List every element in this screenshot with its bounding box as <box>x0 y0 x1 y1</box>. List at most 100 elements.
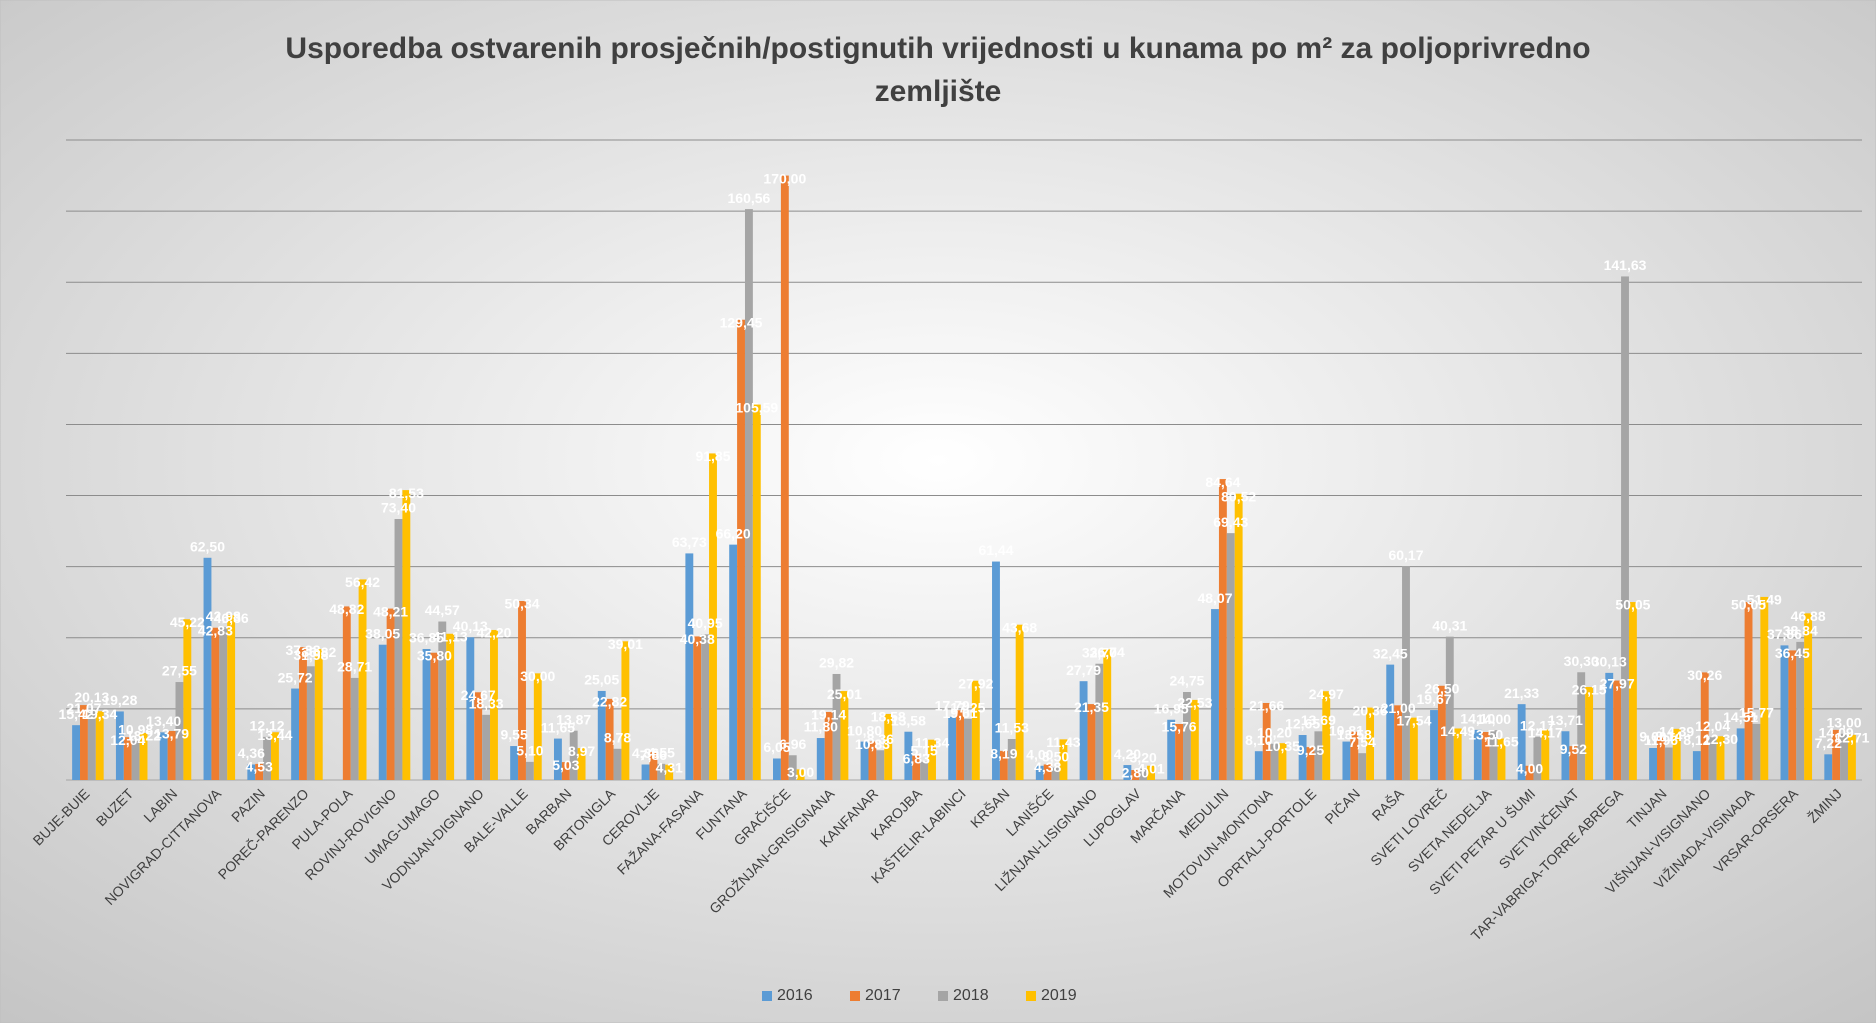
bar <box>430 652 439 780</box>
data-label: 30,00 <box>520 668 555 684</box>
bar <box>1656 737 1665 780</box>
data-label: 43,68 <box>1002 619 1037 635</box>
bar <box>1700 672 1709 780</box>
data-label: 4,00 <box>1026 746 1053 762</box>
bar <box>203 557 212 780</box>
bar <box>912 755 921 780</box>
data-label: 9,14 <box>1655 728 1682 744</box>
data-label: 5,03 <box>552 757 579 773</box>
bar <box>1796 641 1805 780</box>
bar <box>386 608 395 780</box>
bar <box>1585 687 1594 780</box>
data-label: 11,65 <box>541 719 575 735</box>
data-label: 3,00 <box>787 764 814 780</box>
data-label: 37,86 <box>1767 626 1802 642</box>
bar <box>1621 276 1629 780</box>
data-label: 40,13 <box>453 618 488 634</box>
data-label: 14,10 <box>1460 711 1495 727</box>
data-label: 21,33 <box>1504 685 1539 701</box>
data-label: 5,15 <box>911 742 938 758</box>
data-label: 91,85 <box>695 448 730 464</box>
bar <box>1489 730 1498 780</box>
data-label: 24,75 <box>1169 673 1204 689</box>
data-label: 84,64 <box>1205 474 1240 490</box>
data-label: 13,58 <box>891 712 926 728</box>
bar <box>482 714 491 780</box>
bar <box>263 736 272 780</box>
data-label: 66,20 <box>716 525 751 541</box>
data-label: 160,56 <box>728 190 771 206</box>
bar <box>1059 739 1068 780</box>
bar <box>1409 717 1418 780</box>
data-label: 14,09 <box>1819 725 1854 741</box>
data-label: 3,50 <box>1042 748 1069 764</box>
data-label: 42,98 <box>206 608 241 624</box>
bar <box>1226 533 1235 780</box>
bar <box>1613 680 1622 780</box>
data-label: 15,42 <box>59 706 94 722</box>
bar <box>1569 746 1578 780</box>
data-label: 19,67 <box>1417 691 1452 707</box>
bar <box>87 708 96 780</box>
bar <box>183 619 192 780</box>
data-label: 35,80 <box>417 647 452 663</box>
bar <box>1123 765 1132 780</box>
bar <box>510 746 519 780</box>
bar <box>1167 719 1176 780</box>
data-label: 13,00 <box>1827 714 1862 730</box>
bar <box>1664 747 1673 780</box>
data-label: 32,70 <box>1082 644 1117 660</box>
data-label: 12,17 <box>1520 717 1555 733</box>
bar <box>729 544 738 780</box>
data-label: 73,40 <box>381 500 416 516</box>
bar <box>577 748 586 780</box>
bar <box>1234 493 1243 780</box>
bar <box>737 319 745 780</box>
data-label: 62,50 <box>190 538 225 554</box>
bar <box>649 752 658 780</box>
bar <box>1015 624 1024 780</box>
bar <box>1218 479 1227 780</box>
bar <box>1780 645 1789 780</box>
bar <box>1649 748 1657 780</box>
data-label: 4,36 <box>632 745 659 761</box>
chart-title: zemljište <box>875 75 1002 108</box>
bar <box>1358 753 1367 780</box>
bar <box>1350 731 1359 780</box>
bar <box>1840 733 1848 780</box>
data-label: 7,22 <box>1815 735 1842 751</box>
data-label: 69,43 <box>1213 514 1248 530</box>
bar <box>1270 743 1279 780</box>
bar <box>95 711 104 780</box>
bar <box>1628 602 1637 780</box>
bar <box>1445 636 1454 780</box>
data-label: 25,05 <box>584 672 619 688</box>
bar <box>1473 729 1482 780</box>
data-label: 11,96 <box>1644 732 1678 748</box>
data-label: 22,53 <box>1177 695 1212 711</box>
bar <box>1752 723 1761 780</box>
bar <box>271 732 279 780</box>
bar <box>1708 737 1717 780</box>
data-label: 15,77 <box>1739 705 1774 721</box>
data-label: 63,73 <box>672 534 707 550</box>
bar <box>159 732 168 780</box>
bar <box>1497 738 1506 780</box>
bar <box>211 627 220 780</box>
bar <box>1561 731 1570 780</box>
data-label: 170,00 <box>763 170 806 186</box>
data-label: 30,30 <box>1564 653 1599 669</box>
bar <box>378 644 387 780</box>
bar <box>1692 751 1701 780</box>
data-label: 17,79 <box>935 697 970 713</box>
data-label: 48,82 <box>329 601 364 617</box>
data-label: 38,05 <box>365 625 400 641</box>
data-label: 10,81 <box>1329 722 1364 738</box>
bar <box>860 741 869 780</box>
bar <box>227 615 236 780</box>
bar <box>665 764 674 780</box>
data-label: 46,36 <box>214 610 249 626</box>
bar <box>438 621 447 780</box>
bar <box>1147 765 1155 780</box>
